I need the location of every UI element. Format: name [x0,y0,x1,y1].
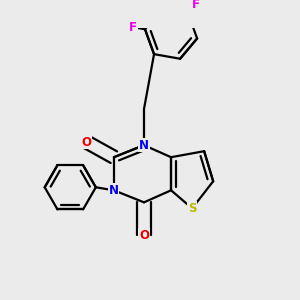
Text: N: N [139,139,149,152]
Text: O: O [139,229,149,242]
Text: F: F [192,0,200,11]
Text: O: O [82,136,92,149]
Text: S: S [188,202,197,215]
Text: F: F [129,21,137,34]
Text: N: N [109,184,119,197]
